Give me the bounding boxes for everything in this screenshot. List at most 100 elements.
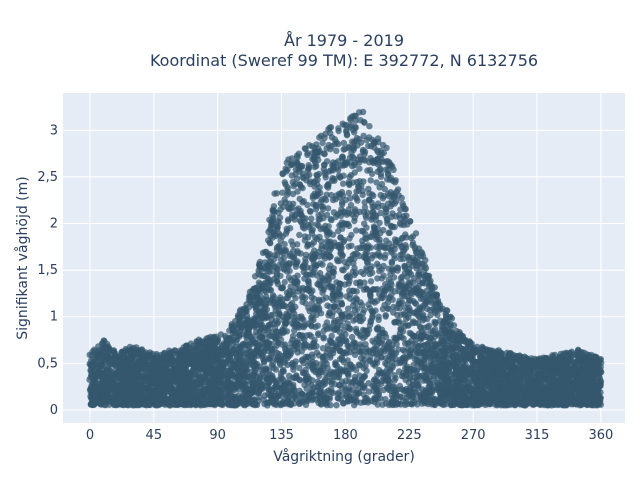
data-point <box>327 124 335 131</box>
data-point <box>331 381 338 388</box>
data-point <box>346 173 353 181</box>
data-point <box>346 277 353 284</box>
data-point <box>344 305 352 312</box>
data-point <box>313 162 320 170</box>
data-point <box>374 203 382 211</box>
data-point <box>365 242 372 249</box>
data-point <box>331 136 338 143</box>
data-point <box>414 401 421 408</box>
data-point <box>310 367 317 374</box>
data-point <box>300 170 307 177</box>
data-point <box>320 252 327 260</box>
data-point <box>291 310 298 318</box>
data-point <box>353 227 360 234</box>
data-point <box>382 244 389 252</box>
data-point <box>356 165 363 172</box>
data-point <box>387 189 394 196</box>
data-point <box>377 165 384 173</box>
data-point <box>322 369 329 377</box>
data-point <box>345 189 353 197</box>
data-point <box>375 316 382 323</box>
data-point <box>358 301 366 309</box>
data-point <box>316 298 323 305</box>
data-point <box>225 378 232 385</box>
data-point <box>383 206 390 213</box>
data-point <box>222 332 229 340</box>
data-point <box>291 374 298 382</box>
data-point <box>399 234 406 241</box>
data-point <box>436 305 444 312</box>
data-point <box>297 377 304 384</box>
data-point <box>225 372 232 379</box>
data-point <box>286 267 293 274</box>
data-point <box>336 382 343 389</box>
data-point <box>305 221 312 229</box>
data-point <box>323 319 331 326</box>
data-point <box>323 401 331 409</box>
data-point <box>329 196 337 204</box>
data-point <box>420 302 427 309</box>
data-point <box>287 283 294 290</box>
data-point <box>368 269 376 276</box>
data-point <box>377 170 385 177</box>
data-point <box>287 400 294 408</box>
data-point <box>367 177 374 184</box>
data-point <box>390 194 397 201</box>
data-point <box>206 357 214 364</box>
data-point <box>340 180 347 187</box>
data-point <box>343 293 350 300</box>
data-point <box>292 303 299 311</box>
data-point <box>346 325 354 333</box>
data-point <box>344 220 352 228</box>
data-point <box>364 330 371 338</box>
chart-title: År 1979 - 2019 <box>284 31 404 50</box>
data-point <box>315 281 322 288</box>
data-point <box>381 287 388 294</box>
data-point <box>351 169 358 176</box>
data-point <box>383 355 390 362</box>
data-point <box>277 206 284 213</box>
data-point <box>320 275 327 282</box>
data-points <box>86 108 605 409</box>
data-point <box>296 364 303 372</box>
data-point <box>377 209 384 217</box>
data-point <box>265 322 272 329</box>
data-point <box>296 217 304 224</box>
data-point <box>332 360 339 368</box>
data-point <box>341 121 348 129</box>
data-point <box>298 357 306 364</box>
data-point <box>264 296 271 303</box>
data-point <box>100 352 108 359</box>
data-point <box>299 263 306 271</box>
data-point <box>434 380 441 387</box>
data-point <box>363 367 370 375</box>
data-point <box>356 362 363 369</box>
data-point <box>347 116 354 124</box>
data-point <box>431 326 439 333</box>
data-point <box>297 250 304 257</box>
data-point <box>393 318 400 325</box>
chart-subtitle: Koordinat (Sweref 99 TM): E 392772, N 61… <box>150 51 538 70</box>
data-point <box>386 366 394 374</box>
data-point <box>320 335 327 342</box>
data-point <box>279 189 286 196</box>
data-point <box>294 159 301 166</box>
data-point <box>316 184 323 191</box>
data-point <box>312 206 320 213</box>
data-point <box>263 248 270 256</box>
data-point <box>341 145 348 153</box>
data-point <box>396 305 403 312</box>
data-point <box>308 300 315 307</box>
data-point <box>321 150 328 158</box>
data-point <box>261 366 268 374</box>
data-point <box>348 333 356 341</box>
data-point <box>362 157 369 164</box>
data-point <box>379 195 387 202</box>
data-point <box>387 279 395 286</box>
data-point <box>378 180 386 188</box>
data-point <box>319 345 327 352</box>
data-point <box>428 282 435 289</box>
data-point <box>323 191 330 198</box>
data-point <box>324 205 332 212</box>
